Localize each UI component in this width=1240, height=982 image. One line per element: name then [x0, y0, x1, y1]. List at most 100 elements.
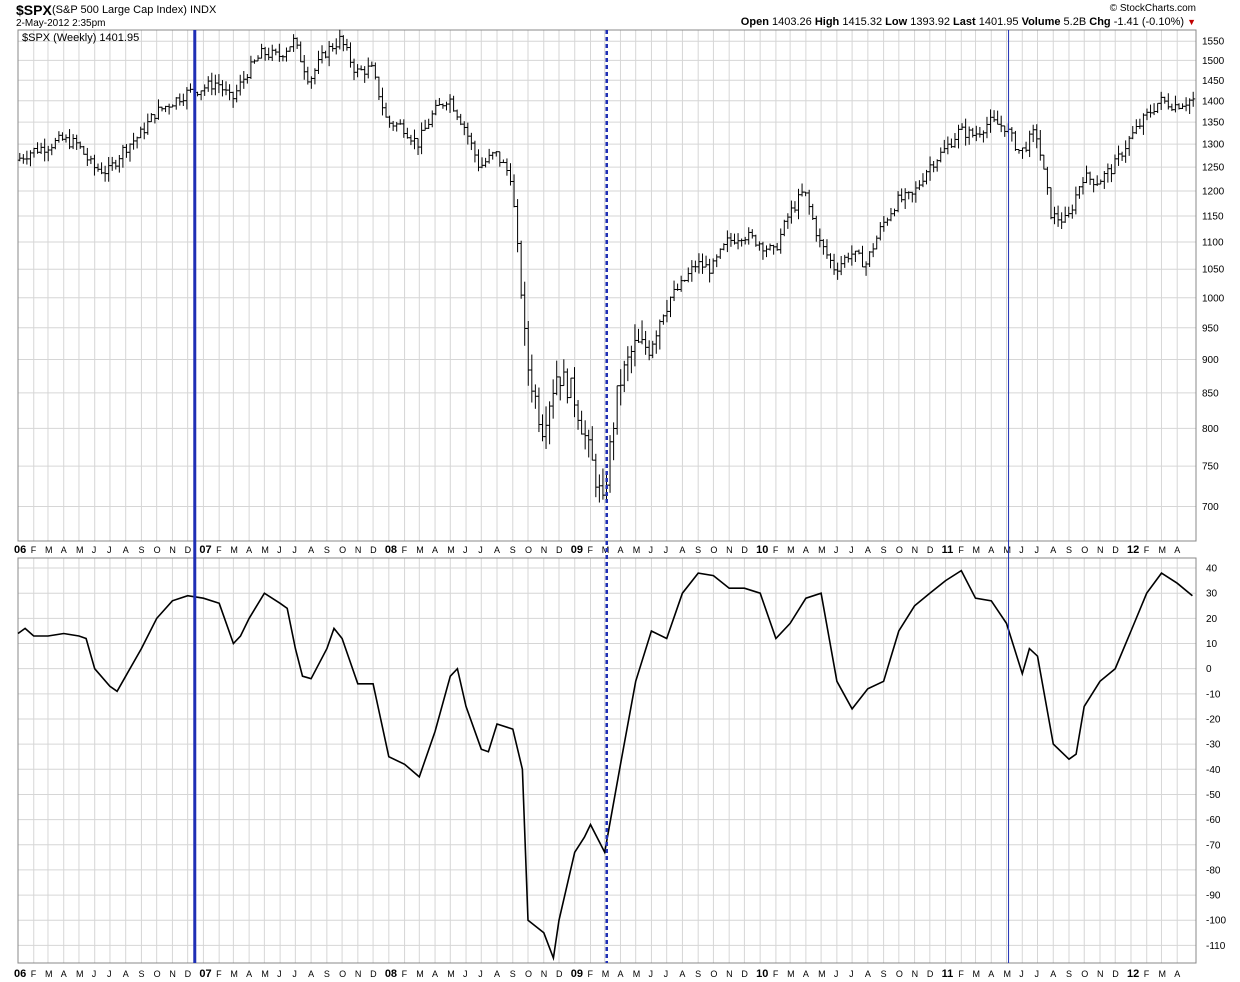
brand-logo[interactable]: © StockCharts.com: [1109, 3, 1196, 14]
y-tick-label: 1250: [1202, 163, 1225, 174]
x-tick-label: O: [710, 969, 717, 979]
ohlc-bar: [124, 144, 129, 158]
ohlc-bar: [1031, 124, 1036, 143]
ohlc-bar: [32, 147, 37, 158]
ohlc-bar: [583, 420, 588, 450]
low-label: Low: [885, 16, 908, 28]
x-tick-label: S: [324, 545, 330, 555]
x-tick-label: M: [76, 545, 84, 555]
x-tick-label: N: [355, 545, 362, 555]
ohlc-bar: [451, 95, 456, 112]
ohlc-bar: [846, 252, 851, 263]
x-tick-label: M: [818, 545, 826, 555]
ohlc-bar: [131, 132, 136, 150]
ohlc-bar: [96, 163, 101, 172]
ohlc-bar: [85, 147, 90, 167]
y-tick-label: 850: [1202, 388, 1219, 399]
x-tick-label: M: [45, 969, 53, 979]
ohlc-bar: [181, 93, 186, 106]
open-value: 1403.26: [771, 16, 812, 28]
ohlc-bar: [458, 113, 463, 126]
symbol[interactable]: $SPX: [16, 2, 52, 18]
x-tick-label: F: [216, 545, 222, 555]
ohlc-bar: [1088, 171, 1093, 185]
ohlc-bar: [878, 222, 883, 241]
ohlc-bar: [1070, 204, 1075, 219]
x-tick-label: N: [912, 545, 919, 555]
ohlc-bar: [803, 191, 808, 197]
down-arrow-icon: ▼: [1187, 17, 1196, 27]
ohlc-bar: [394, 121, 399, 132]
x-tick-label: J: [1019, 969, 1024, 979]
x-tick-label: J: [463, 969, 468, 979]
ohlc-bar: [209, 72, 214, 96]
x-tick-label: N: [1097, 969, 1104, 979]
ohlc-bar: [956, 124, 961, 149]
x-tick-label: N: [912, 969, 919, 979]
ohlc-bar: [707, 258, 712, 283]
x-tick-label: O: [896, 969, 903, 979]
ohlc-bar: [1184, 97, 1189, 112]
x-tick-label: J: [664, 545, 669, 555]
ohlc-bar: [238, 74, 243, 96]
ohlc-bar: [668, 296, 673, 318]
x-tick-label: J: [834, 969, 839, 979]
ohlc-bar: [206, 76, 211, 92]
ohlc-bar: [547, 401, 552, 445]
x-tick-label: J: [292, 545, 297, 555]
x-tick-label: 08: [385, 968, 397, 980]
ohlc-bar: [533, 384, 538, 409]
y-tick-label: -20: [1206, 714, 1221, 725]
x-tick-label: N: [1097, 545, 1104, 555]
x-tick-label: 09: [571, 544, 583, 556]
ohlc-bar: [608, 435, 613, 493]
ohlc-bar: [554, 360, 559, 396]
ohlc-bar: [522, 281, 527, 346]
x-tick-label: M: [1158, 969, 1166, 979]
x-tick-label: 11: [942, 544, 954, 556]
ohlc-bar: [480, 157, 485, 169]
ohlc-bar: [74, 134, 79, 150]
ohlc-bar: [224, 81, 229, 96]
ohlc-bar: [99, 162, 104, 175]
x-tick-label: J: [1035, 545, 1040, 555]
x-tick-label: A: [1050, 969, 1056, 979]
x-tick-label: A: [432, 545, 438, 555]
y-tick-label: -30: [1206, 740, 1221, 751]
ohlc-bar: [992, 110, 997, 122]
ohlc-bar: [782, 219, 787, 237]
x-tick-label: M: [447, 545, 455, 555]
x-tick-label: J: [92, 969, 97, 979]
ohlc-bar: [764, 245, 769, 258]
ohlc-bar: [327, 40, 332, 67]
y-tick-label: 1000: [1202, 293, 1225, 304]
ohlc-bar: [149, 113, 154, 123]
y-tick-label: 1400: [1202, 96, 1225, 107]
x-tick-label: J: [1035, 969, 1040, 979]
x-tick-label: O: [525, 969, 532, 979]
ohlc-bar: [312, 68, 317, 85]
ohlc-bar: [632, 324, 637, 367]
ohlc-bar: [924, 169, 929, 185]
x-tick-label: A: [1050, 545, 1056, 555]
x-tick-label: D: [927, 969, 934, 979]
ohlc-bar: [970, 127, 975, 138]
ohlc-bar: [160, 106, 165, 112]
ohlc-bar: [284, 47, 289, 62]
ohlc-bar: [216, 74, 221, 94]
y-tick-label: 0: [1206, 664, 1212, 675]
ohlc-bar: [259, 43, 264, 59]
ohlc-bar: [88, 155, 93, 165]
x-tick-label: M: [973, 969, 981, 979]
x-tick-label: A: [123, 545, 129, 555]
ohlc-bar: [800, 183, 805, 197]
x-tick-label: N: [169, 545, 176, 555]
chg-label: Chg: [1089, 16, 1111, 28]
y-tick-label: 1050: [1202, 265, 1225, 276]
x-tick-label: M: [261, 969, 269, 979]
ohlc-bar: [142, 122, 147, 140]
x-tick-label: M: [633, 545, 641, 555]
x-tick-label: O: [1081, 969, 1088, 979]
ohlc-bar: [853, 250, 858, 262]
ohlc-bar: [430, 110, 435, 128]
